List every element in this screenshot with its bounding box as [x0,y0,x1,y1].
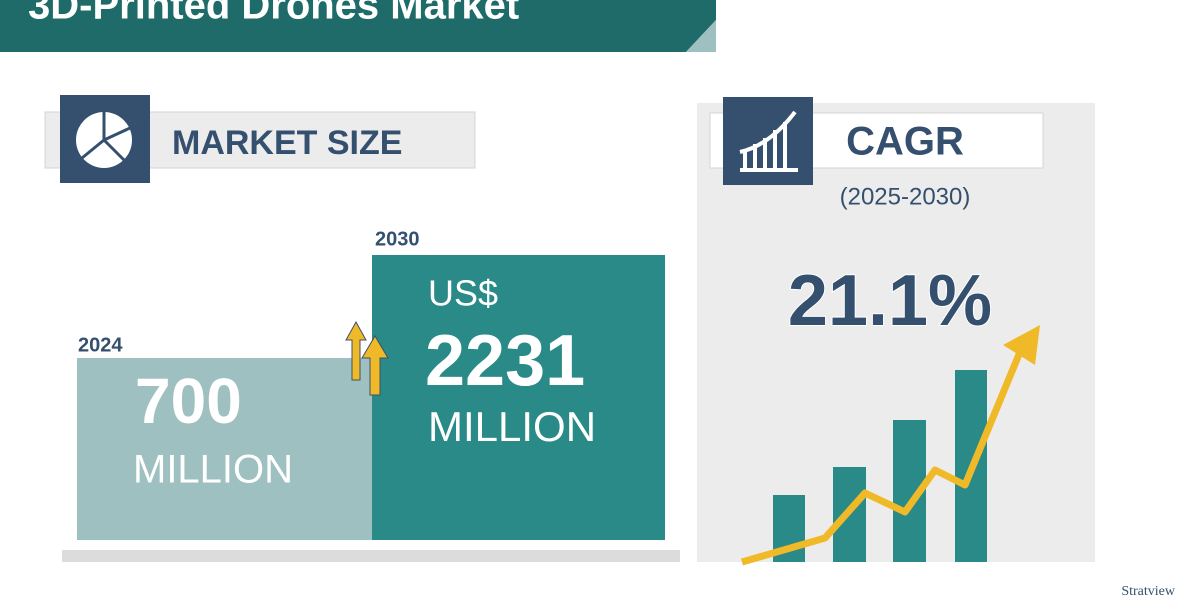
deco-trend [741,350,1024,566]
banner-edge [686,20,716,52]
title: 3D-Printed Drones Market [28,0,519,28]
start-unit: MILLION [133,448,293,492]
title-banner [0,0,716,52]
arrow-up-large [361,335,389,396]
pie-icon-lines [81,112,131,162]
cagr-label: CAGR [846,120,964,164]
deco-arrowhead [1003,325,1040,365]
arrow-up-small [345,320,367,381]
growth-icon-shape [739,110,798,172]
end-currency: US$ [428,273,498,314]
start-year: 2024 [78,334,123,356]
end-block [372,255,665,540]
end-year: 2030 [375,228,420,250]
start-value: 700 [135,365,242,437]
market-size-label: MARKET SIZE [172,124,402,162]
cagr-period: (2025-2030) [840,183,971,210]
end-value: 2231 [425,321,585,401]
base-bar [62,550,680,562]
brand: Stratview [1121,584,1176,599]
start-block [77,358,372,540]
cagr-value: 21.1% [788,261,992,341]
end-unit: MILLION [428,403,596,450]
